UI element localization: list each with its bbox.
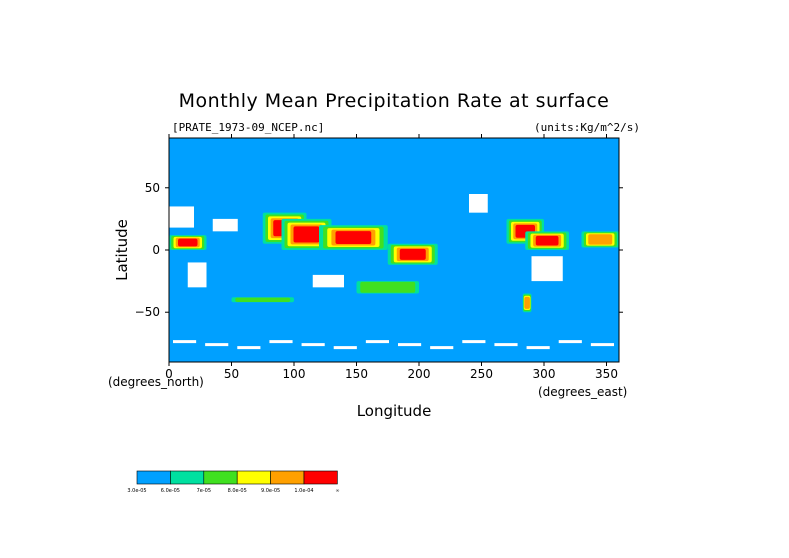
colorbar-swatch-5 [303,470,338,485]
x-unit-label: (degrees_east) [538,385,627,399]
precip-region-8-level-3 [235,297,291,302]
precip-region-10-level-5 [524,296,530,309]
missing-data-6-5 [333,346,357,350]
colorbar-label-2: 7e-05 [197,488,211,494]
x-tick-label-150: 150 [345,367,368,381]
precip-region-4-level-6 [335,231,372,245]
missing-data-5 [531,256,563,282]
colorbar-swatch-2 [203,470,238,485]
x-tick-label-250: 250 [470,367,493,381]
precip-region-7-level-6 [535,235,559,246]
missing-data-6-12 [558,340,582,344]
colorbar-swatch-1 [170,470,205,485]
colorbar-label-3: 8.0e-05 [228,488,247,494]
colorbar-label-5: 1.0e-04 [294,488,313,494]
missing-data-6-13 [590,343,614,347]
missing-data-6-7 [398,343,422,347]
missing-data-2 [187,262,207,288]
units-label: (units:Kg/m^2/s) [534,121,640,134]
missing-data-6-3 [269,340,293,344]
precip-region-0-level-6 [178,238,198,247]
missing-data-6-8 [430,346,454,350]
missing-data-6-1 [205,343,229,347]
missing-data-6-9 [462,340,486,344]
colorbar-swatch-0 [136,470,171,485]
chart-title: Monthly Mean Precipitation Rate at surfa… [179,90,610,112]
colorbar-label-4: 9.0e-05 [261,488,280,494]
x-tick-label-350: 350 [595,367,618,381]
missing-data-6-0 [173,340,197,344]
colorbar-legend: 3.0e-05 6.0e-05 7e-05 8.0e-05 9.0e-05 1.0e-04… [127,470,339,494]
missing-data-1 [212,218,238,232]
source-file-label: [PRATE_1973-09_NCEP.nc] [172,121,324,134]
x-tick-label-0: 0 [165,367,173,381]
y-axis-ticks: 50 0 −50 [135,181,623,319]
x-axis-ticks: 0 50 100 150 200 250 300 350 [165,134,618,381]
missing-data-6-4 [301,343,325,347]
precip-region-3-level-6 [293,226,320,243]
colorbar-label-0: 3.0e-05 [127,488,146,494]
map-plot-area [168,137,620,363]
precip-region-5-level-6 [399,248,426,260]
y-tick-label--50: −50 [135,305,160,319]
y-unit-label: (degrees_north) [108,375,204,389]
missing-data-6-11 [526,346,550,350]
x-axis-label: Longitude [357,402,432,420]
missing-data-6-6 [365,340,389,344]
x-tick-label-300: 300 [533,367,556,381]
missing-data-0 [169,206,194,228]
x-tick-label-50: 50 [224,367,239,381]
missing-data-4 [469,194,488,213]
y-tick-label-50: 50 [145,181,160,195]
colorbar-label-1: 6.0e-05 [161,488,180,494]
colorbar-swatch-4 [270,470,305,485]
precip-region-9-level-3 [360,281,416,293]
missing-data-6-10 [494,343,518,347]
missing-data-6-2 [237,346,261,350]
missing-data-3 [312,274,344,288]
y-axis-label: Latitude [113,219,131,281]
y-tick-label-0: 0 [152,243,160,257]
x-tick-label-100: 100 [283,367,306,381]
x-tick-label-200: 200 [408,367,431,381]
colorbar-label-6: ∞ [335,488,339,494]
precip-region-1-level-5 [588,234,613,245]
colorbar-swatch-3 [236,470,271,485]
